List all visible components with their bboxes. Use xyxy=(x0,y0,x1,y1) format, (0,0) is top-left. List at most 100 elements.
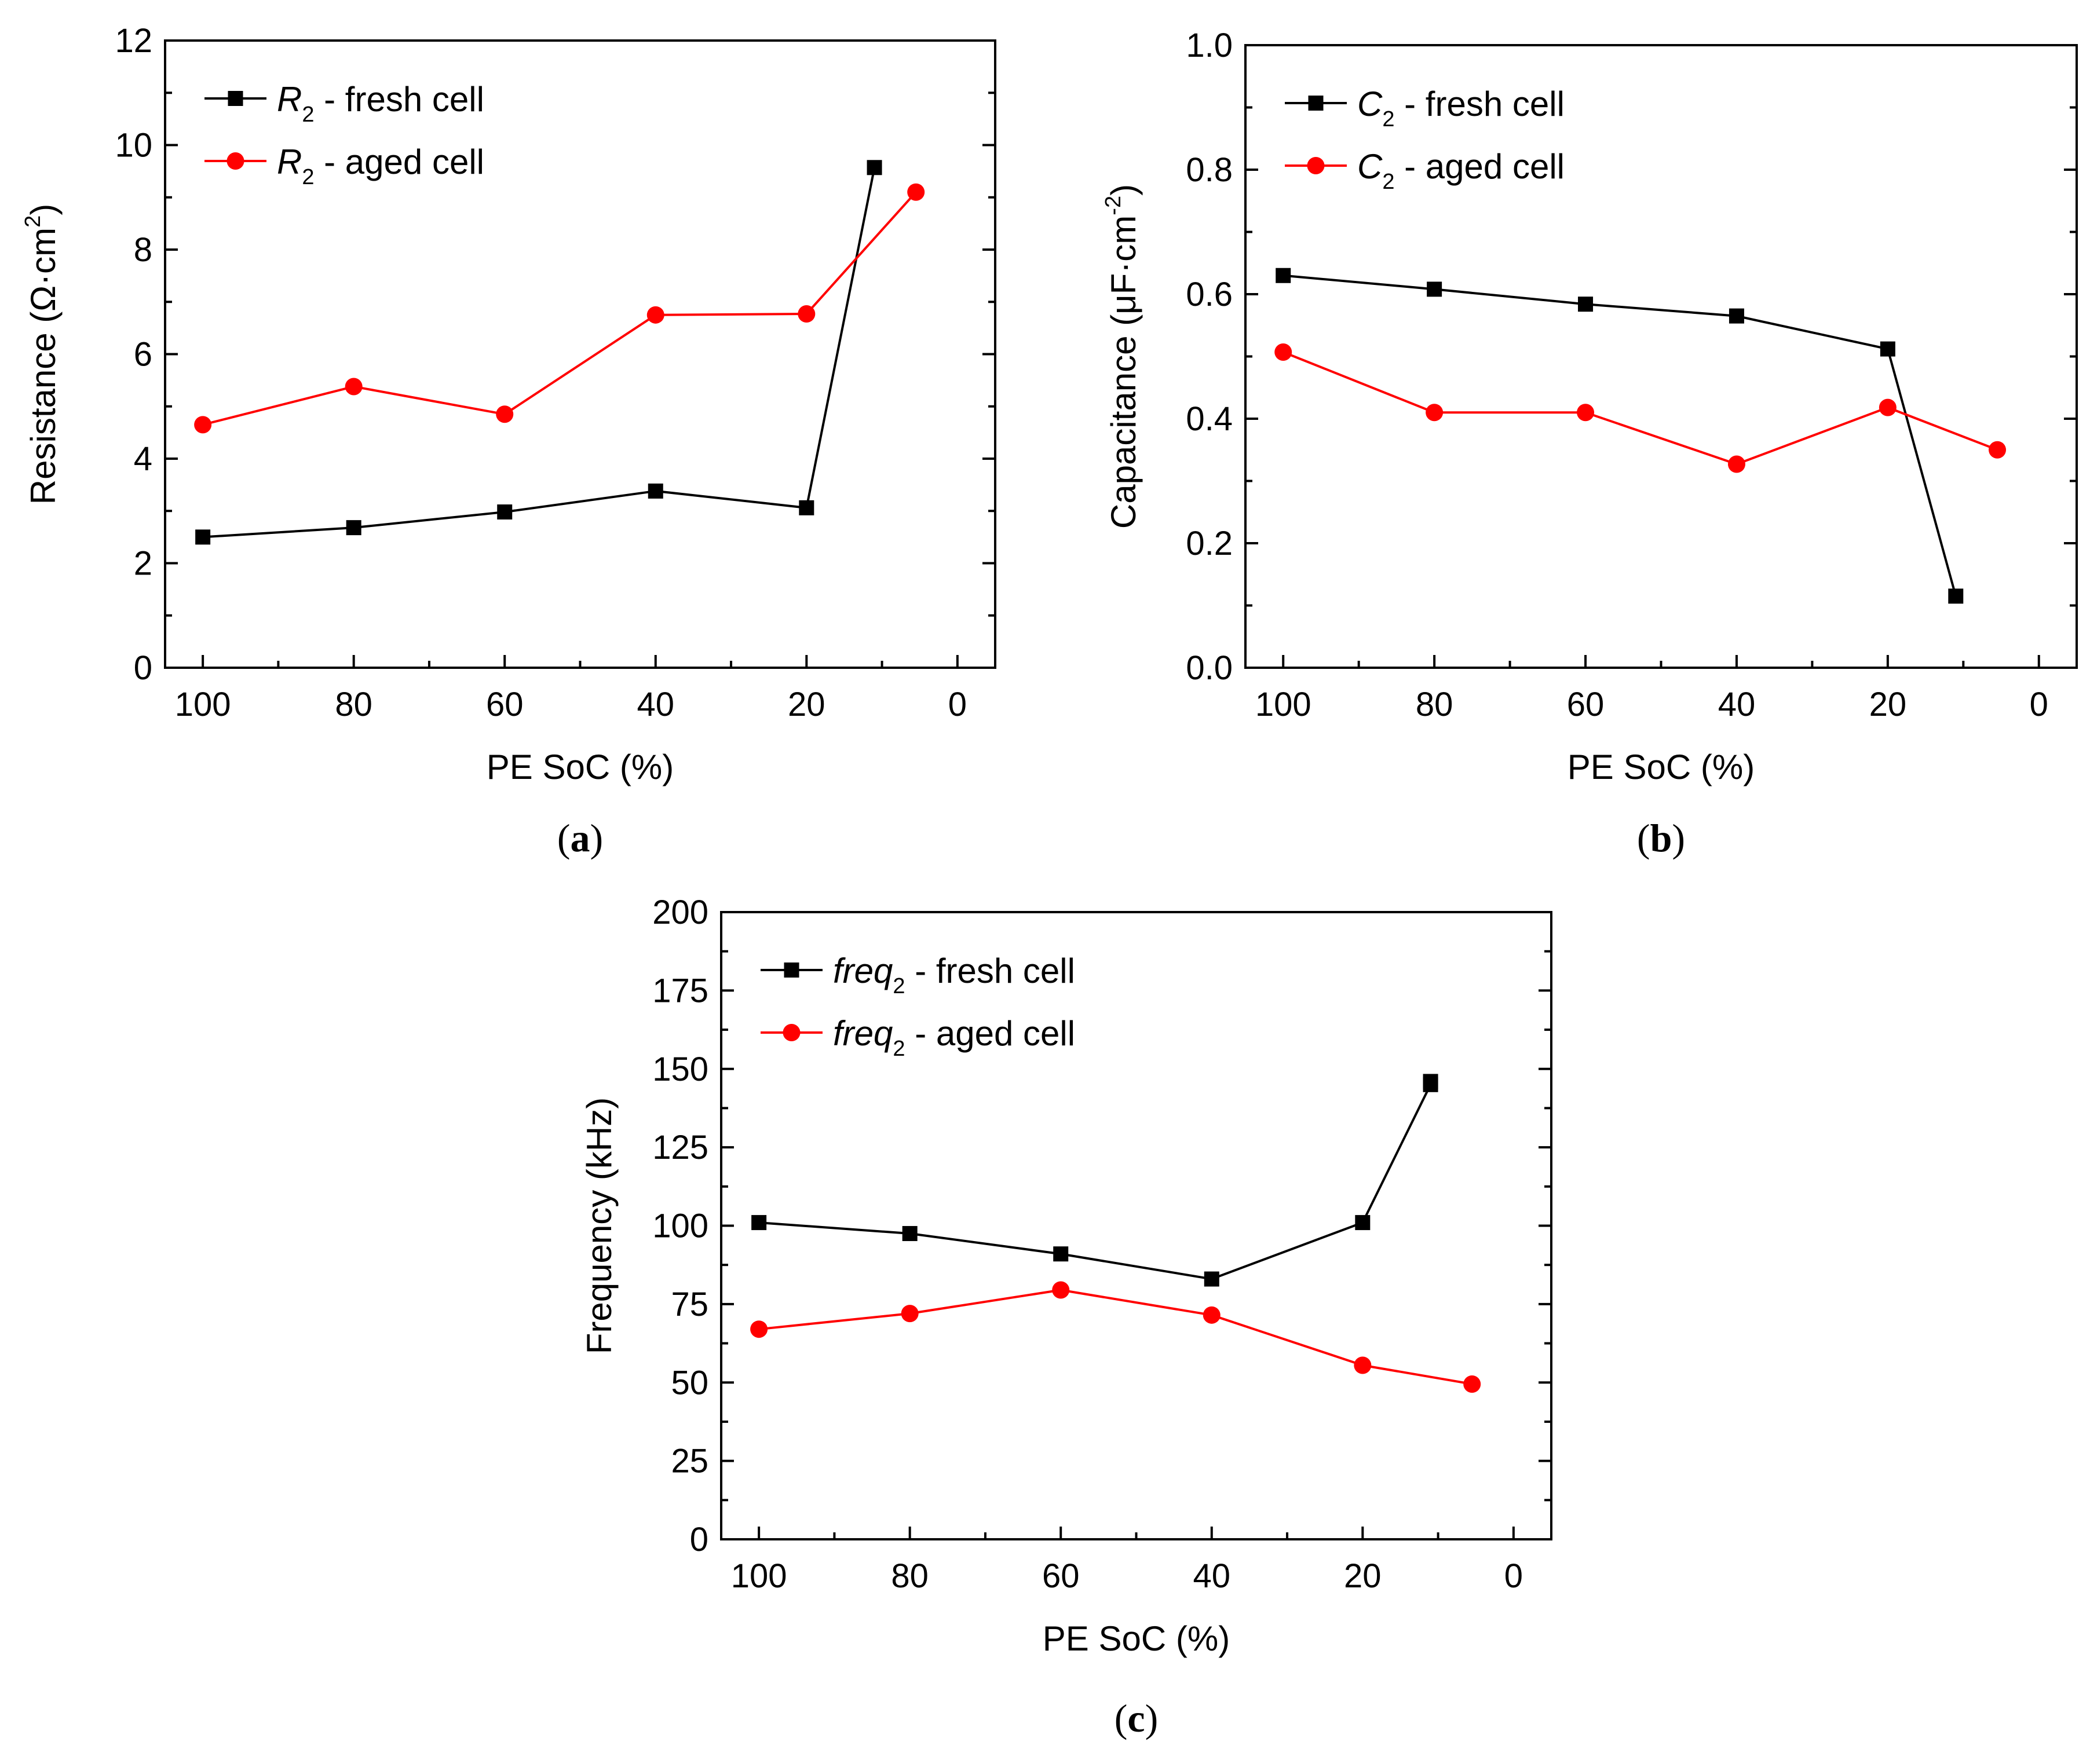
legend-suffix: - fresh cell xyxy=(314,80,484,119)
data-point xyxy=(646,306,664,324)
x-tick-label: 60 xyxy=(486,686,524,723)
legend-marker xyxy=(784,962,799,978)
series-line xyxy=(1283,274,1957,596)
x-tick-label: 40 xyxy=(1193,1557,1231,1595)
x-tick-label: 80 xyxy=(1416,686,1453,723)
legend-label: R2 - fresh cell xyxy=(277,80,484,127)
y-tick-label: 0.6 xyxy=(1186,276,1233,313)
legend-label: C2 - aged cell xyxy=(1357,147,1565,194)
x-tick-label: 0 xyxy=(948,686,967,723)
legend-label: R2 - aged cell xyxy=(277,142,484,189)
legend-subscript: 2 xyxy=(302,165,314,189)
data-point xyxy=(1355,1215,1371,1231)
x-tick-label: 60 xyxy=(1042,1557,1080,1595)
y-axis-label: Capacitance (μF·cm-2) xyxy=(1101,184,1143,529)
data-point xyxy=(1989,441,2007,459)
panel-label-open: ( xyxy=(1115,1696,1128,1740)
data-point xyxy=(1578,297,1594,312)
x-tick-label: 60 xyxy=(1567,686,1605,723)
panel-label-open: ( xyxy=(557,816,571,860)
y-tick-label: 0.0 xyxy=(1186,649,1233,687)
data-point xyxy=(195,529,211,545)
y-axis-label-sup: 2 xyxy=(21,215,45,228)
data-point xyxy=(1276,268,1291,283)
data-point xyxy=(346,520,361,536)
legend-marker xyxy=(228,91,243,106)
panel-label-letter: b xyxy=(1650,816,1672,860)
panel-label: (a) xyxy=(557,816,603,860)
plot-frame xyxy=(720,911,1552,1540)
chart-panel-b: 100 80 60 40 20 0 0.0 0.2 0.4 0.6 0.8 1.0 PE SoC (%)… xyxy=(1101,27,2078,860)
legend-marker xyxy=(1307,157,1325,174)
data-point xyxy=(1729,308,1744,324)
legend-subscript: 2 xyxy=(1382,170,1394,194)
legend-marker xyxy=(1308,96,1324,111)
data-point xyxy=(1880,341,1895,357)
data-point xyxy=(345,378,363,396)
panel-label-letter: c xyxy=(1127,1696,1145,1740)
panel-label-open: ( xyxy=(1637,816,1650,860)
legend-suffix: - aged cell xyxy=(1394,147,1565,186)
data-point xyxy=(1203,1306,1221,1324)
x-tick-label: 20 xyxy=(1344,1557,1382,1595)
data-point xyxy=(1948,588,1964,604)
x-tick-label: 100 xyxy=(731,1557,787,1595)
legend-suffix: - fresh cell xyxy=(905,951,1075,990)
y-tick-label: 25 xyxy=(671,1443,708,1480)
data-point xyxy=(750,1320,768,1338)
data-point xyxy=(497,504,513,520)
y-tick-label: 1.0 xyxy=(1186,27,1233,64)
series-line xyxy=(203,167,876,539)
y-tick-label: 75 xyxy=(671,1286,708,1323)
data-point xyxy=(1879,398,1897,416)
y-tick-label: 2 xyxy=(134,545,152,583)
data-point xyxy=(1577,404,1595,422)
data-point xyxy=(907,183,925,201)
legend-entry: C2 - fresh cell xyxy=(1285,85,1565,131)
panel-label: (b) xyxy=(1637,816,1685,860)
panel-label-close: ) xyxy=(590,816,604,860)
series-line xyxy=(758,1289,1472,1385)
data-point xyxy=(799,500,814,515)
y-axis-label: Frequency (kHz) xyxy=(580,1097,619,1354)
data-point xyxy=(798,305,816,323)
x-tick-label: 40 xyxy=(1718,686,1756,723)
data-point xyxy=(1354,1356,1372,1374)
data-point xyxy=(1053,1246,1069,1262)
x-tick-label: 80 xyxy=(891,1557,929,1595)
y-tick-label: 0 xyxy=(690,1521,708,1558)
x-tick-label: 20 xyxy=(788,686,825,723)
series-aged xyxy=(1274,343,2007,473)
y-axis-label-main: Capacitance (μF·cm xyxy=(1104,215,1143,529)
y-tick-label: 6 xyxy=(134,336,152,374)
data-point xyxy=(1204,1271,1219,1287)
y-tick-label: 0.8 xyxy=(1186,151,1233,189)
data-point xyxy=(1426,404,1444,422)
legend-entry: freq2 - aged cell xyxy=(761,1014,1075,1061)
legend-entry: R2 - fresh cell xyxy=(204,80,484,127)
x-tick-label: 20 xyxy=(1869,686,1907,723)
y-tick-label: 0 xyxy=(134,649,152,687)
legend-subscript: 2 xyxy=(302,103,314,127)
x-tick-label: 100 xyxy=(1255,686,1311,723)
series-fresh xyxy=(195,160,882,545)
x-tick-label: 40 xyxy=(637,686,675,723)
data-point xyxy=(867,160,882,175)
legend-suffix: - fresh cell xyxy=(1394,85,1564,123)
y-tick-label: 10 xyxy=(115,127,152,164)
data-point xyxy=(1727,455,1745,473)
panel-label: (c) xyxy=(1115,1696,1159,1740)
series-line xyxy=(1282,351,1998,466)
x-axis-label: PE SoC (%) xyxy=(487,748,674,786)
y-tick-label: 0.4 xyxy=(1186,400,1233,438)
y-tick-label: 200 xyxy=(652,894,708,931)
chart-panel-a: 100 80 60 40 20 0 0 2 4 6 8 10 12 PE SoC (%) Resistanc… xyxy=(21,22,996,860)
legend-label: freq2 - aged cell xyxy=(833,1014,1075,1061)
x-tick-label: 0 xyxy=(1504,1557,1523,1595)
legend-label: freq2 - fresh cell xyxy=(833,951,1075,998)
data-point xyxy=(648,483,663,499)
legend-symbol: freq xyxy=(833,1014,893,1053)
legend-suffix: - aged cell xyxy=(314,142,484,181)
